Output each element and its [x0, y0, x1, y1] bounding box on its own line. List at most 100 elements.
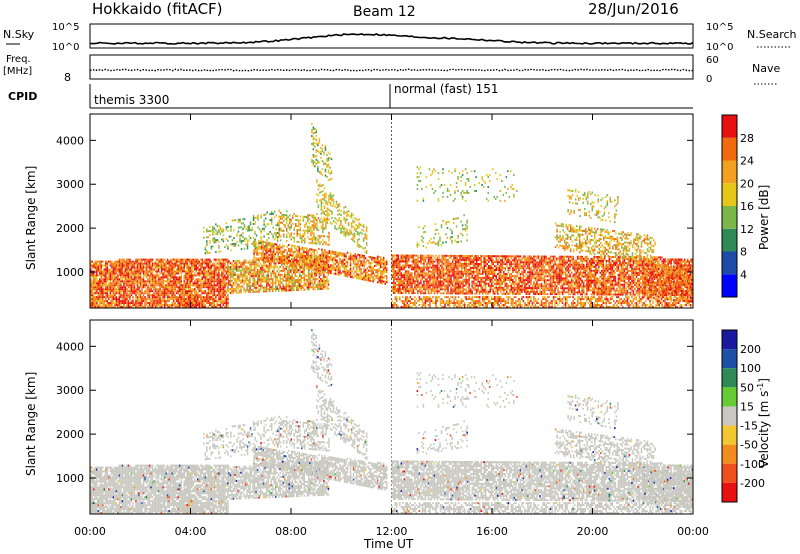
power-cell: [148, 302, 151, 305]
power-cell: [213, 237, 216, 240]
power-cell: [364, 274, 367, 277]
power-cell: [142, 268, 145, 271]
power-cell: [150, 294, 152, 297]
power-cell: [111, 276, 113, 279]
power-cell: [206, 276, 208, 279]
power-cell: [169, 304, 172, 307]
power-cell: [219, 294, 222, 297]
power-cell: [212, 302, 214, 305]
power-cell: [405, 270, 407, 273]
power-cell: [227, 284, 229, 287]
power-cell: [117, 286, 119, 289]
power-cell: [286, 245, 288, 248]
power-cell: [340, 224, 342, 227]
power-cell: [257, 241, 260, 244]
power-cell: [252, 269, 254, 272]
power-cell: [168, 266, 170, 269]
power-cell: [311, 270, 313, 273]
power-cell: [112, 296, 115, 299]
power-cell: [375, 269, 377, 272]
power-cell: [151, 280, 154, 283]
power-cell: [212, 233, 214, 236]
power-cell: [358, 254, 361, 257]
power-cell: [136, 274, 139, 277]
power-cell: [127, 268, 130, 271]
power-cell: [183, 304, 185, 307]
power-cell: [163, 262, 166, 265]
power-cell: [249, 281, 251, 284]
power-cell: [321, 256, 324, 259]
power-cell: [160, 268, 163, 271]
power-cell: [311, 129, 313, 132]
power-cell: [109, 306, 112, 308]
power-cell: [171, 262, 173, 265]
power-cell: [306, 247, 308, 250]
power-cell: [284, 224, 286, 227]
power-cell: [178, 282, 181, 285]
power-cell: [232, 268, 235, 271]
power-cell: [206, 270, 208, 273]
power-cell: [320, 227, 323, 230]
power-cell: [213, 300, 216, 303]
power-cell: [184, 278, 187, 281]
power-cell: [385, 269, 388, 272]
power-cell: [309, 259, 311, 262]
power-cell: [130, 294, 133, 297]
power-cell: [209, 230, 211, 233]
power-cell: [91, 306, 94, 308]
power-cell: [138, 306, 140, 308]
power-cell: [376, 281, 379, 284]
power-cell: [257, 226, 259, 229]
power-cell: [312, 262, 315, 265]
power-cell: [408, 274, 410, 277]
power-cell: [96, 298, 98, 301]
power-cell: [318, 274, 321, 277]
power-cell: [328, 231, 330, 234]
power-cell: [291, 277, 294, 280]
power-cell: [163, 258, 166, 261]
power-cell: [332, 204, 335, 207]
power-cell: [246, 243, 249, 246]
power-cell: [90, 272, 92, 275]
power-cell: [417, 258, 419, 261]
power-cell: [124, 276, 127, 279]
power-cell: [295, 224, 297, 227]
power-cell: [174, 288, 176, 291]
power-cell: [191, 294, 193, 297]
power-cell: [263, 235, 265, 238]
power-cell: [319, 240, 321, 243]
power-cell: [354, 259, 356, 262]
power-cell: [285, 216, 288, 219]
power-cell: [326, 221, 329, 224]
power-cell: [291, 258, 293, 261]
power-cell: [206, 280, 208, 283]
power-cell: [343, 253, 346, 256]
power-cell: [429, 262, 431, 265]
power-cell: [315, 278, 318, 281]
power-cell: [357, 277, 359, 280]
power-cell: [275, 214, 277, 217]
power-cell: [278, 219, 280, 222]
power-cell: [323, 199, 326, 202]
power-cell: [201, 258, 204, 261]
power-cell: [393, 274, 395, 277]
power-cell: [231, 270, 233, 273]
power-cell: [224, 260, 226, 263]
power-cell: [174, 298, 176, 301]
power-cell: [306, 286, 309, 289]
power-cell: [159, 258, 161, 261]
power-cell: [271, 258, 273, 261]
power-cell: [99, 264, 101, 267]
power-cell: [299, 229, 302, 232]
power-cell: [225, 237, 228, 240]
power-cell: [255, 265, 257, 268]
power-cell: [234, 264, 236, 267]
power-cell: [181, 258, 184, 261]
power-cell: [274, 278, 277, 281]
power-cell: [112, 262, 115, 265]
power-cell: [227, 300, 229, 303]
power-cell: [258, 288, 260, 291]
power-cell: [438, 254, 440, 257]
power-cell: [151, 266, 154, 269]
power-cell: [260, 216, 262, 219]
